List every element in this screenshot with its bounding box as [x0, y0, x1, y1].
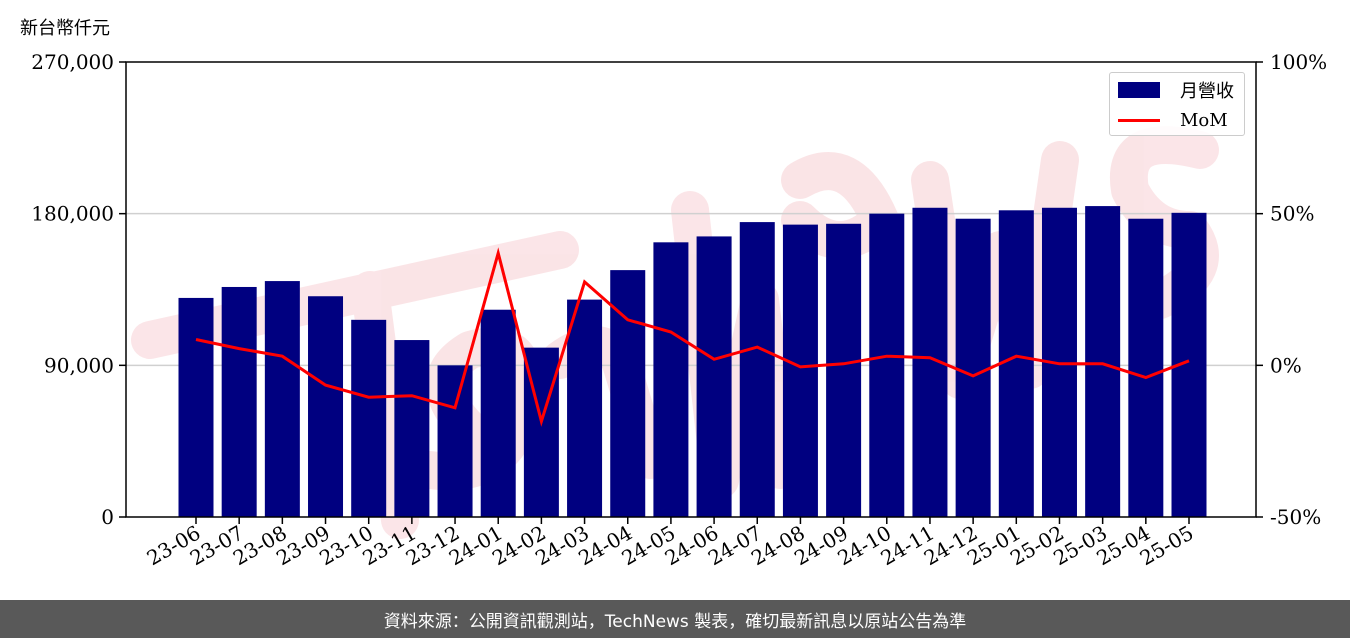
bar [1128, 218, 1164, 517]
bar [998, 210, 1034, 517]
y-unit-label: 新台幣仟元 [20, 18, 110, 39]
bar [696, 236, 732, 517]
right-tick-label: -50% [1270, 505, 1321, 529]
legend: 月營收 MoM [1109, 72, 1245, 136]
bar [782, 224, 818, 518]
bar [955, 218, 991, 517]
bar [437, 365, 473, 517]
plot-frame [125, 61, 1257, 518]
left-y-axis: 0 90,000 180,000 270,000 [31, 50, 126, 529]
mom-line-path [195, 247, 1190, 427]
left-tick-label: 180,000 [31, 202, 114, 226]
legend-item-mom: MoM [1118, 107, 1228, 133]
bar [178, 297, 214, 517]
bar [351, 319, 387, 517]
source-footer: 資料來源：公開資訊觀測站，TechNews 製表，確切最新訊息以原站公告為準 [0, 600, 1350, 638]
left-tick-label: 0 [101, 505, 114, 529]
x-axis: 23-0623-0723-0823-0923-1023-1123-1224-01… [143, 517, 1198, 570]
bar [394, 340, 430, 517]
mom-line [195, 247, 1190, 427]
left-tick-label: 270,000 [31, 50, 114, 74]
legend-label-mom: MoM [1180, 109, 1228, 131]
bar [869, 213, 905, 517]
right-tick-label: 0% [1270, 353, 1302, 377]
bar [480, 309, 516, 517]
revenue-bars [178, 206, 1207, 518]
bar [308, 296, 344, 517]
bar [826, 223, 862, 517]
legend-swatch-revenue [1118, 82, 1160, 98]
right-y-axis: -50% 0% 50% 100% [1256, 50, 1327, 529]
legend-item-revenue: 月營收 [1118, 77, 1234, 103]
right-tick-label: 100% [1270, 50, 1327, 74]
bar [653, 242, 689, 517]
bar [264, 281, 300, 517]
bar [221, 286, 257, 517]
bar [739, 222, 775, 517]
legend-swatch-mom [1118, 118, 1160, 122]
legend-label-revenue: 月營收 [1180, 81, 1234, 102]
bar [1085, 206, 1121, 518]
bar [567, 299, 603, 517]
chart-canvas: 0 90,000 180,000 270,000 -50% 0% 50% 100% 23-0… [31, 50, 1327, 570]
right-tick-label: 50% [1270, 202, 1314, 226]
left-tick-label: 90,000 [44, 353, 114, 377]
